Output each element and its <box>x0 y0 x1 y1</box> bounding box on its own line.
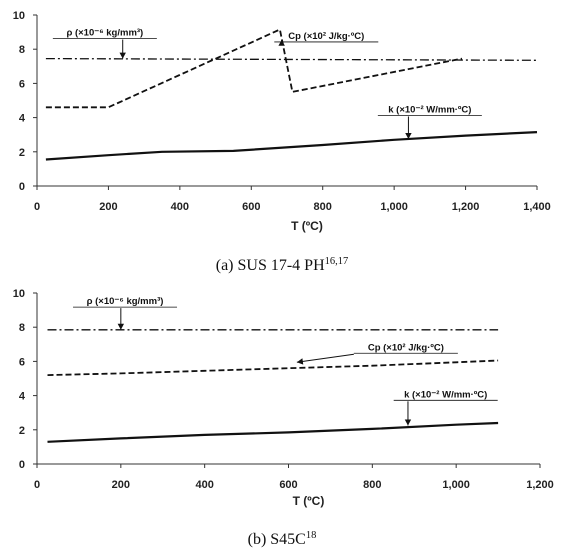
series-annotation: ρ (×10⁻⁶ kg/mm³) <box>87 296 164 307</box>
y-tick-label: 2 <box>19 425 25 437</box>
caption-text: (a) SUS 17-4 PH <box>216 257 325 274</box>
caption-reference: 18 <box>306 530 317 541</box>
y-tick-label: 0 <box>19 459 25 471</box>
series-line-solid <box>47 421 499 443</box>
series-annotation: Cp (×10² J/kg·ºC) <box>368 342 444 353</box>
series-annotation: Cp (×10² J/kg·ºC) <box>288 31 364 42</box>
annotation-arrow <box>296 353 354 363</box>
arrowhead <box>278 39 285 46</box>
y-tick-label: 10 <box>13 288 25 300</box>
series-annotation: ρ (×10⁻⁶ kg/mm³) <box>66 28 143 39</box>
y-tick-label: 4 <box>19 113 26 125</box>
chart-s45c: 0 2 4 6 8 10 0 200 400 600 800 1,000 1,200 T (ºC) ρ (×… <box>13 288 554 548</box>
y-tick-label: 8 <box>19 44 25 56</box>
series-line-dashdot <box>45 57 538 61</box>
arrowhead <box>296 358 304 365</box>
x-tick-label: 1,000 <box>442 479 470 491</box>
series-annotation: k (×10⁻² W/mm·ºC) <box>388 104 471 115</box>
caption-text: (b) S45C <box>248 531 306 548</box>
x-axis-label: T (ºC) <box>291 219 323 233</box>
x-tick-label: 200 <box>99 201 117 213</box>
chart-sus-17-4ph: 0 2 4 6 8 10 0 200 400 600 800 1,000 1,200 1,400 T (ºC… <box>13 10 551 274</box>
arrowhead <box>119 52 126 59</box>
x-tick-label: 1,400 <box>523 201 551 213</box>
y-tick-label: 4 <box>19 391 26 403</box>
y-tick-label: 6 <box>19 356 25 368</box>
x-tick-label: 800 <box>314 201 332 213</box>
y-tick-label: 10 <box>13 10 25 22</box>
y-tick-label: 8 <box>19 322 25 334</box>
caption-reference: 16,17 <box>325 256 349 267</box>
y-tick-label: 2 <box>19 147 25 159</box>
x-tick-label: 1,000 <box>380 201 408 213</box>
x-tick-label: 600 <box>242 201 260 213</box>
figure-caption: (b) S45C18 <box>248 530 317 548</box>
x-tick-label: 400 <box>171 201 189 213</box>
series-line-dashed <box>47 359 499 376</box>
series-line-solid <box>45 131 538 161</box>
x-tick-label: 600 <box>279 479 297 491</box>
series-line-dashed <box>45 28 463 109</box>
x-tick-label: 0 <box>34 201 40 213</box>
figure-caption: (a) SUS 17-4 PH16,17 <box>216 256 349 274</box>
series-annotation: k (×10⁻² W/mm·ºC) <box>404 389 487 400</box>
arrowhead <box>117 323 125 330</box>
y-tick-label: 6 <box>19 78 25 90</box>
x-tick-label: 1,200 <box>526 479 554 491</box>
y-tick-label: 0 <box>19 181 25 193</box>
x-tick-label: 400 <box>195 479 213 491</box>
x-tick-label: 800 <box>363 479 381 491</box>
x-tick-label: 200 <box>112 479 130 491</box>
x-tick-label: 0 <box>34 479 40 491</box>
arrowhead <box>405 132 412 139</box>
x-axis-label: T (ºC) <box>293 494 325 508</box>
arrowhead <box>404 419 412 426</box>
x-tick-label: 1,200 <box>452 201 480 213</box>
